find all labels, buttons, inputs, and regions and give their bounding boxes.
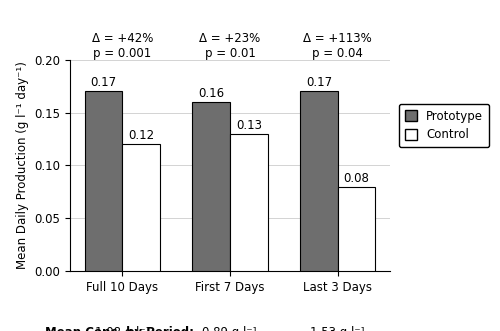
Text: 0.08: 0.08	[344, 171, 369, 185]
Text: 0.16: 0.16	[198, 87, 224, 100]
Text: 0.17: 0.17	[306, 76, 332, 89]
Text: p = 0.01: p = 0.01	[204, 47, 256, 60]
Bar	[300, 91, 338, 271]
Bar	[122, 144, 160, 271]
Bar	[230, 134, 268, 271]
Text: Δ = +23%: Δ = +23%	[200, 32, 260, 45]
Text: 0.17: 0.17	[90, 76, 117, 89]
Text: 1.53 g l⁻¹: 1.53 g l⁻¹	[310, 326, 366, 331]
Text: p = 0.001: p = 0.001	[93, 47, 152, 60]
Bar	[338, 187, 376, 271]
Text: 1.08 g l⁻¹: 1.08 g l⁻¹	[94, 326, 150, 331]
Bar	[192, 102, 230, 271]
Text: 0.12: 0.12	[128, 129, 154, 142]
Text: Δ = +42%: Δ = +42%	[92, 32, 153, 45]
Text: 0.13: 0.13	[236, 118, 262, 132]
Y-axis label: Mean Daily Production (g l⁻¹ day⁻¹): Mean Daily Production (g l⁻¹ day⁻¹)	[16, 62, 28, 269]
Text: 0.89 g l⁻¹: 0.89 g l⁻¹	[202, 326, 258, 331]
Legend: Prototype, Control: Prototype, Control	[399, 104, 489, 147]
Text: Mean Conc. by Period:: Mean Conc. by Period:	[44, 326, 194, 331]
Text: Δ = +113%: Δ = +113%	[304, 32, 372, 45]
Text: p = 0.04: p = 0.04	[312, 47, 363, 60]
Bar	[84, 91, 122, 271]
